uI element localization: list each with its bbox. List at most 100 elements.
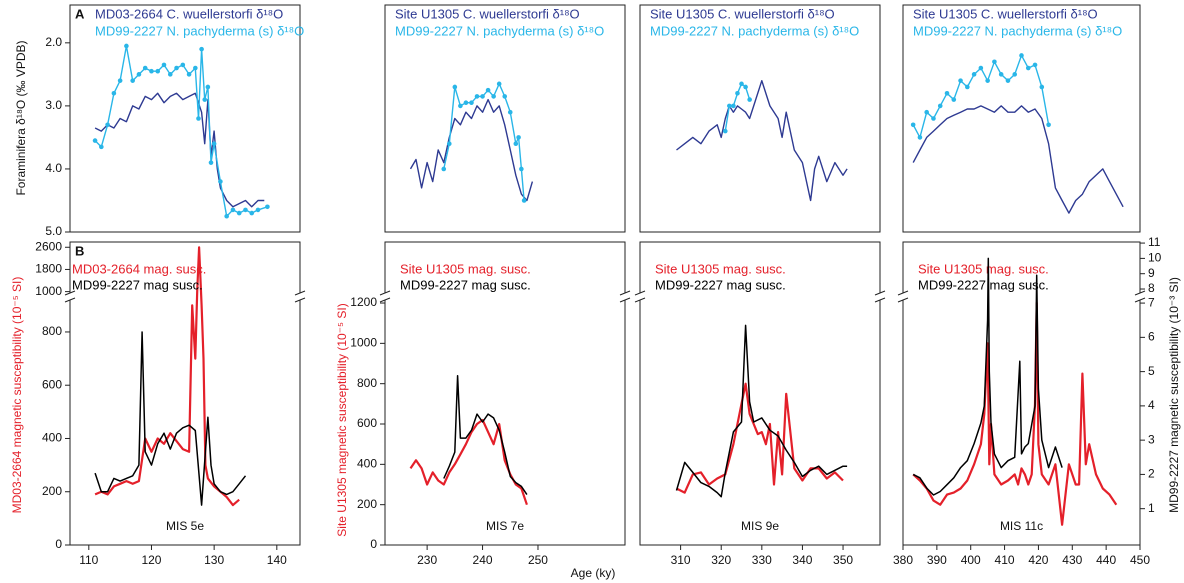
data-point	[199, 46, 204, 52]
data-point	[480, 94, 485, 99]
y-tick-label: 400	[42, 431, 62, 445]
data-point	[1005, 78, 1011, 83]
y-tick-label: 0	[370, 537, 377, 551]
panel-frame	[902, 241, 1141, 546]
x-tick-label: 320	[711, 553, 731, 567]
x-tick-label: 110	[79, 553, 98, 567]
data-point	[491, 94, 496, 99]
data-point	[1025, 65, 1031, 71]
data-point	[978, 65, 984, 71]
x-tick-label: 120	[141, 553, 161, 567]
axis-break	[64, 297, 76, 303]
legend-entry: Site U1305 C. wuellerstorfi δ¹⁸O	[913, 6, 1098, 21]
axis-break	[1134, 297, 1146, 303]
data-point	[965, 84, 970, 90]
annotation: MIS 5e	[166, 519, 204, 533]
data-point	[731, 103, 736, 109]
axis-break-gap	[1136, 293, 1144, 300]
series-line	[912, 257, 1063, 496]
legend-entry: MD99-2227 N. pachyderma (s) δ¹⁸O	[395, 23, 604, 38]
axis-break-gap	[381, 293, 389, 300]
data-point	[739, 81, 744, 87]
y-tick-label: 5	[1148, 364, 1155, 378]
legend-entry: MD99-2227 N. pachyderma (s) δ¹⁸O	[650, 23, 859, 38]
axis-break	[294, 297, 306, 303]
data-point	[117, 78, 123, 83]
legend-entry: MD99-2227 mag susc.	[918, 277, 1049, 292]
data-point	[722, 128, 728, 134]
data-point	[446, 141, 452, 147]
axis-break-gap	[899, 293, 907, 300]
data-point	[111, 90, 117, 96]
data-point	[92, 138, 98, 143]
data-point	[124, 43, 129, 49]
y-tick-label: 200	[42, 484, 62, 498]
panel-frame	[384, 241, 626, 546]
data-point	[502, 94, 508, 99]
x-tick-label: 250	[528, 553, 548, 567]
y-axis-label: Site U1305 magnetic susceptibility (10⁻⁵…	[335, 303, 349, 536]
data-point	[727, 103, 732, 109]
axis-break	[379, 290, 391, 296]
data-point	[1039, 84, 1045, 90]
data-point	[971, 72, 977, 77]
series-line	[94, 246, 240, 507]
data-point	[469, 100, 474, 106]
y2-axis-label: MD99-2227 magnetic susceptibility (10⁻³ …	[1167, 277, 1181, 513]
data-point	[1012, 72, 1018, 77]
y-tick-label: 1	[1148, 501, 1155, 515]
axis-break	[379, 297, 391, 303]
data-point	[747, 97, 752, 102]
legend-entry: MD99-2227 N. pachyderma (s) δ¹⁸O	[95, 23, 304, 38]
data-point	[519, 166, 524, 172]
data-point	[142, 65, 148, 71]
data-point	[224, 213, 229, 219]
data-point	[161, 62, 167, 68]
legend-entry: MD99-2227 N. pachyderma (s) δ¹⁸O	[913, 23, 1122, 38]
data-point	[485, 87, 491, 93]
y-tick-label: 6	[1148, 330, 1155, 344]
y-tick-label: 1000	[35, 284, 62, 298]
legend-entry: Site U1305 C. wuellerstorfi δ¹⁸O	[650, 6, 835, 21]
legend-entry: MD03-2664 C. wuellerstorfi δ¹⁸O	[95, 6, 283, 21]
axis-break	[897, 297, 909, 303]
data-point	[186, 72, 192, 77]
y-tick-label: 7	[1148, 295, 1155, 309]
x-tick-label: 390	[927, 553, 947, 567]
series-line	[912, 105, 1124, 214]
x-tick-label: 240	[473, 553, 493, 567]
data-point	[218, 179, 223, 184]
panel-label: B	[75, 243, 84, 258]
legend-entry: MD03-2664 mag. susc.	[72, 261, 206, 276]
axis-break	[294, 290, 306, 296]
axis-break	[874, 297, 886, 303]
y-tick-label: 0	[55, 537, 62, 551]
data-point	[507, 109, 513, 115]
series-line	[409, 98, 534, 202]
y-tick-label: 2.0	[45, 35, 62, 49]
x-tick-label: 420	[1028, 553, 1048, 567]
series-line	[675, 324, 848, 498]
series-line	[94, 92, 265, 208]
y-axis-label: Foraminifera δ¹⁸O (‰ VPDB)	[14, 40, 28, 195]
axis-break	[897, 290, 909, 296]
x-tick-label: 230	[417, 553, 437, 567]
data-point	[743, 84, 748, 90]
y-tick-label: 3.0	[45, 98, 62, 112]
data-point	[951, 97, 957, 102]
data-point	[516, 135, 521, 140]
series-line	[94, 45, 268, 217]
x-tick-label: 410	[995, 553, 1015, 567]
data-point	[735, 90, 740, 96]
data-point	[1032, 62, 1038, 68]
series-line	[409, 418, 528, 506]
y-tick-label: 600	[357, 416, 377, 430]
data-point	[130, 78, 135, 83]
data-point	[255, 207, 261, 213]
data-point	[998, 72, 1004, 77]
y-tick-label: 11	[1148, 235, 1161, 249]
data-point	[265, 204, 270, 210]
data-point	[958, 78, 963, 83]
x-tick-label: 400	[961, 553, 981, 567]
data-point	[924, 109, 929, 115]
